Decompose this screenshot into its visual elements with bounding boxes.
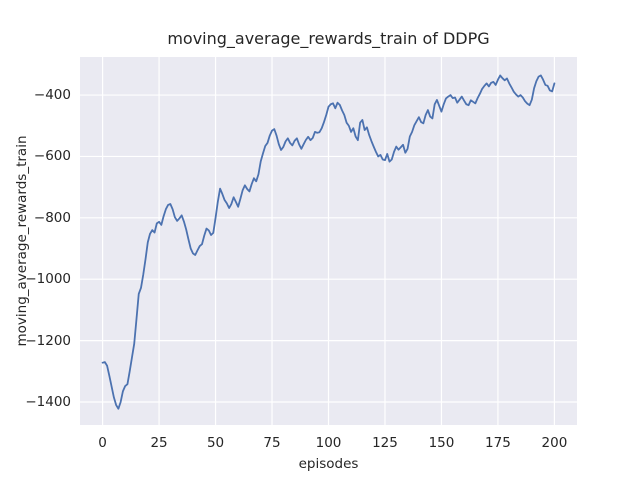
y-axis-label-wrap: moving_average_rewards_train (0, 57, 32, 425)
y-tick-label: −1200 (25, 332, 71, 349)
x-tick-label: 125 (372, 435, 398, 451)
x-tick-label: 75 (263, 435, 281, 451)
y-tick-label: −1400 (25, 393, 71, 410)
ddpg-series-line (101, 74, 556, 410)
plot-svg (80, 57, 577, 425)
y-axis-ticks: −400 −600 −800 −1000 −1200 −1400 (0, 57, 71, 425)
chart-title: moving_average_rewards_train of DDPG (167, 29, 490, 48)
x-tick-label: 100 (315, 435, 342, 451)
y-tick-label: −400 (33, 87, 71, 104)
x-tick-label: 0 (98, 435, 107, 451)
y-tick-label: −600 (33, 148, 71, 165)
y-axis-label: moving_average_rewards_train (14, 135, 30, 347)
x-tick-label: 200 (541, 435, 568, 451)
x-tick-label: 175 (485, 435, 511, 451)
x-axis-label: episodes (298, 456, 359, 472)
y-tick-label: −1000 (25, 271, 71, 288)
x-tick-label: 25 (150, 435, 168, 451)
x-tick-label: 150 (428, 435, 455, 451)
y-tick-label: −800 (33, 209, 71, 226)
x-tick-label: 50 (206, 435, 225, 451)
plot-area (80, 57, 577, 425)
x-axis-ticks: 0 25 50 75 100 125 150 175 200 (80, 435, 577, 451)
